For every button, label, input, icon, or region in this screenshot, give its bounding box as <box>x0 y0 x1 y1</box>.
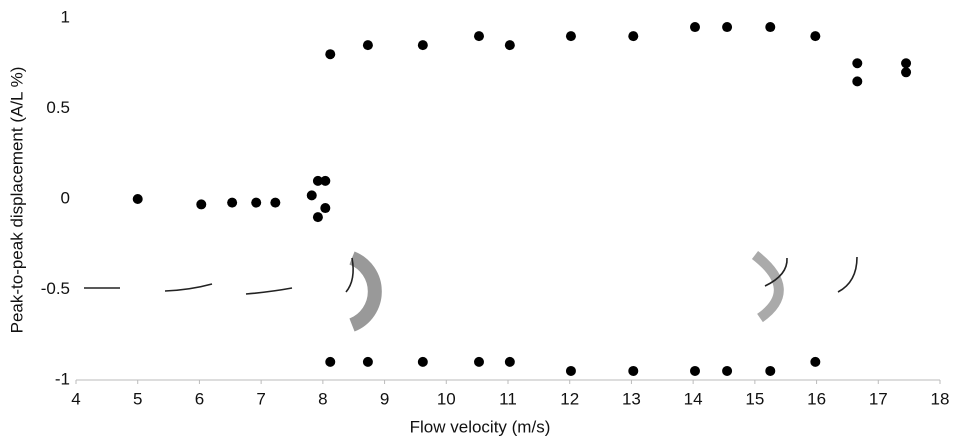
point <box>306 190 317 201</box>
point <box>810 31 821 42</box>
point <box>901 58 912 69</box>
sketch <box>345 257 354 293</box>
x-tick-label: 14 <box>684 389 703 408</box>
y-tick-label: -1 <box>55 369 70 388</box>
point <box>689 22 700 33</box>
point <box>251 197 262 208</box>
x-tick-label: 13 <box>622 389 641 408</box>
sketch <box>751 251 784 323</box>
sketch <box>837 256 858 293</box>
y-axis-label: Peak-to-peak displacement (A/L %) <box>7 67 26 334</box>
point <box>417 356 428 367</box>
x-axis-label: Flow velocity (m/s) <box>410 417 551 436</box>
point <box>689 365 700 376</box>
point <box>312 175 323 186</box>
point <box>362 356 373 367</box>
sketch <box>164 283 213 292</box>
point <box>504 356 515 367</box>
point <box>362 40 373 51</box>
x-tick-label: 17 <box>869 389 888 408</box>
y-tick-label: 0.5 <box>46 98 70 117</box>
point <box>628 365 639 376</box>
point <box>765 22 776 33</box>
point <box>901 67 912 78</box>
point <box>227 197 238 208</box>
point <box>473 356 484 367</box>
x-tick-label: 7 <box>256 389 265 408</box>
point <box>325 356 336 367</box>
y-tick-label: 0 <box>61 188 70 207</box>
point <box>320 175 331 186</box>
x-tick-label: 4 <box>71 389 80 408</box>
point <box>312 212 323 223</box>
point <box>132 194 143 204</box>
x-tick-label: 12 <box>560 389 579 408</box>
y-tick-label: 1 <box>61 7 70 26</box>
point <box>722 22 733 33</box>
point <box>473 31 484 42</box>
x-tick-label: 11 <box>499 389 517 408</box>
point <box>504 40 515 51</box>
point <box>417 40 428 51</box>
point <box>628 31 639 42</box>
point <box>325 49 336 60</box>
point <box>270 197 281 208</box>
x-tick-label: 6 <box>195 389 204 408</box>
point <box>196 199 207 210</box>
x-tick-label: 10 <box>437 389 456 408</box>
point <box>852 76 863 87</box>
mode-shape-sketches <box>84 251 858 332</box>
point <box>852 58 863 69</box>
x-tick-label: 5 <box>133 389 142 408</box>
x-tick-label: 8 <box>318 389 327 408</box>
x-tick-label: 18 <box>931 389 950 408</box>
y-tick-label: -0.5 <box>41 279 70 298</box>
point <box>722 365 733 376</box>
point <box>565 31 576 42</box>
point <box>810 356 821 367</box>
point <box>565 365 576 376</box>
sketch <box>349 251 382 332</box>
x-tick-label: 9 <box>380 389 389 408</box>
point <box>765 365 776 376</box>
x-tick-label: 16 <box>807 389 826 408</box>
sketch <box>764 257 788 287</box>
sketch <box>245 287 293 295</box>
point <box>320 203 331 214</box>
x-tick-label: 15 <box>745 389 764 408</box>
